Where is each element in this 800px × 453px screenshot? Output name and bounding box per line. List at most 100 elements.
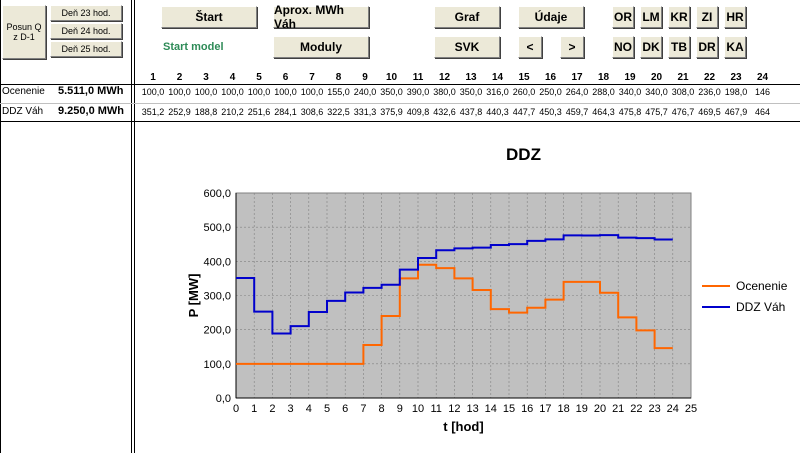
hour-header: 13 <box>465 72 477 83</box>
x-tick-label: 1 <box>251 403 257 415</box>
svk-button[interactable]: SVK <box>434 36 500 58</box>
posun-button[interactable]: Posun Q z D-1 <box>2 5 46 59</box>
start-button[interactable]: Štart <box>161 6 257 28</box>
region-label: HR <box>726 10 744 24</box>
hour-header: 7 <box>309 72 315 83</box>
table-cell: 350,0 <box>380 87 403 97</box>
moduly-button[interactable]: Moduly <box>273 36 369 58</box>
row-label: DDZ Váh <box>2 106 44 117</box>
table-cell: 409,8 <box>406 107 430 117</box>
hour-header: 8 <box>335 72 342 83</box>
aprox-label: Aprox. MWh Váh <box>274 3 344 31</box>
day-25-button[interactable]: Deň 25 hod. <box>50 41 122 57</box>
table-cell: 475,7 <box>645 107 668 117</box>
row-total: 5.511,0 MWh <box>58 85 124 97</box>
table-cell: 284,1 <box>274 107 297 117</box>
y-axis-label: P [MW] <box>186 274 201 318</box>
chart-title: DDZ <box>506 145 541 164</box>
table-cell: 100,0 <box>194 87 218 97</box>
y-tick-label: 600,0 <box>203 188 231 200</box>
table-mid-line <box>0 103 800 104</box>
table-cell: 380,0 <box>433 87 456 97</box>
table-cell: 447,7 <box>512 107 536 117</box>
prev-button[interactable]: < <box>518 36 542 58</box>
hour-header: 6 <box>282 72 289 83</box>
table-cell: 340,0 <box>645 87 668 97</box>
x-tick-label: 22 <box>630 403 642 415</box>
table-cell: 100,0 <box>247 87 271 97</box>
start-label: Štart <box>195 10 223 24</box>
region-label: DK <box>642 40 660 54</box>
region-button-tb[interactable]: TB <box>668 36 690 58</box>
ddz-chart: 0 1 2 3 4 5 6 7 8 9 10 11 12 13 14 15 16 17 18 19 20 21 22 23 24… <box>186 145 788 434</box>
hour-header: 11 <box>412 72 424 83</box>
hour-header: 18 <box>597 72 610 83</box>
x-tick-label: 5 <box>324 403 330 415</box>
table-cell: 340,0 <box>618 87 642 97</box>
x-tick-label: 13 <box>466 403 478 415</box>
table-cell: 375,9 <box>380 107 403 117</box>
x-tick-label: 14 <box>485 403 497 415</box>
region-button-kr[interactable]: KR <box>668 6 690 28</box>
left-border <box>0 0 1 453</box>
table-cell: 252,9 <box>168 107 191 117</box>
region-button-ka[interactable]: KA <box>724 36 746 58</box>
day-25-label: Deň 25 hod. <box>61 44 111 54</box>
prev-label: < <box>526 40 534 54</box>
day-23-label: Deň 23 hod. <box>61 8 111 18</box>
table-cell: 250,0 <box>539 87 562 97</box>
region-label: ZI <box>701 10 713 24</box>
region-button-dr[interactable]: DR <box>696 36 718 58</box>
table-cell: 475,8 <box>618 107 642 117</box>
table-top-line <box>0 84 800 85</box>
table-cell: 308,0 <box>671 87 695 97</box>
hour-header: 15 <box>518 72 530 83</box>
table-cell: 469,5 <box>698 107 721 117</box>
udaje-button[interactable]: Údaje <box>518 6 584 28</box>
region-button-hr[interactable]: HR <box>724 6 746 28</box>
table-cell: 100,0 <box>274 87 297 97</box>
day-23-button[interactable]: Deň 23 hod. <box>50 5 122 21</box>
x-tick-label: 2 <box>269 403 275 415</box>
hour-header: 3 <box>203 72 209 83</box>
y-tick-label: 300,0 <box>203 291 231 303</box>
region-label: DR <box>698 40 716 54</box>
x-tick-label: 21 <box>612 403 624 415</box>
day-24-button[interactable]: Deň 24 hod. <box>50 23 122 39</box>
region-label: NO <box>614 40 632 54</box>
x-tick-label: 15 <box>503 403 515 415</box>
x-tick-label: 9 <box>397 403 403 415</box>
x-tick-label: 25 <box>685 403 697 415</box>
y-tick-label: 200,0 <box>203 325 231 337</box>
x-tick-label: 20 <box>594 403 606 415</box>
region-label: KA <box>726 40 744 54</box>
aprox-button[interactable]: Aprox. MWh Váh <box>273 3 369 31</box>
legend-label: DDZ Váh <box>736 300 785 314</box>
graf-button[interactable]: Graf <box>434 6 500 28</box>
table-cell: 100,0 <box>141 87 165 97</box>
region-button-no[interactable]: NO <box>612 36 634 58</box>
region-button-dk[interactable]: DK <box>640 36 662 58</box>
table-cell: 264,0 <box>565 87 589 97</box>
next-button[interactable]: > <box>560 36 584 58</box>
region-button-zi[interactable]: ZI <box>696 6 718 28</box>
table-cell: 437,8 <box>459 107 483 117</box>
table-cell: 100,0 <box>221 87 244 97</box>
x-tick-label: 10 <box>412 403 424 415</box>
x-tick-label: 24 <box>667 403 679 415</box>
table-cell: 464,3 <box>592 107 615 117</box>
y-tick-label: 0,0 <box>216 393 231 405</box>
table-cell: 316,0 <box>486 87 509 97</box>
y-tick-label: 100,0 <box>203 359 231 371</box>
x-tick-label: 4 <box>306 403 312 415</box>
udaje-label: Údaje <box>534 10 568 24</box>
table-cell: 155,0 <box>327 87 350 97</box>
x-tick-label: 17 <box>539 403 551 415</box>
graf-label: Graf <box>454 10 480 24</box>
table-cell: 100,0 <box>168 87 191 97</box>
region-button-lm[interactable]: LM <box>640 6 662 28</box>
x-tick-label: 11 <box>430 403 441 415</box>
hour-header: 22 <box>703 72 716 83</box>
region-button-or[interactable]: OR <box>612 6 634 28</box>
posun-label: Posun Q z D-1 <box>6 22 42 42</box>
